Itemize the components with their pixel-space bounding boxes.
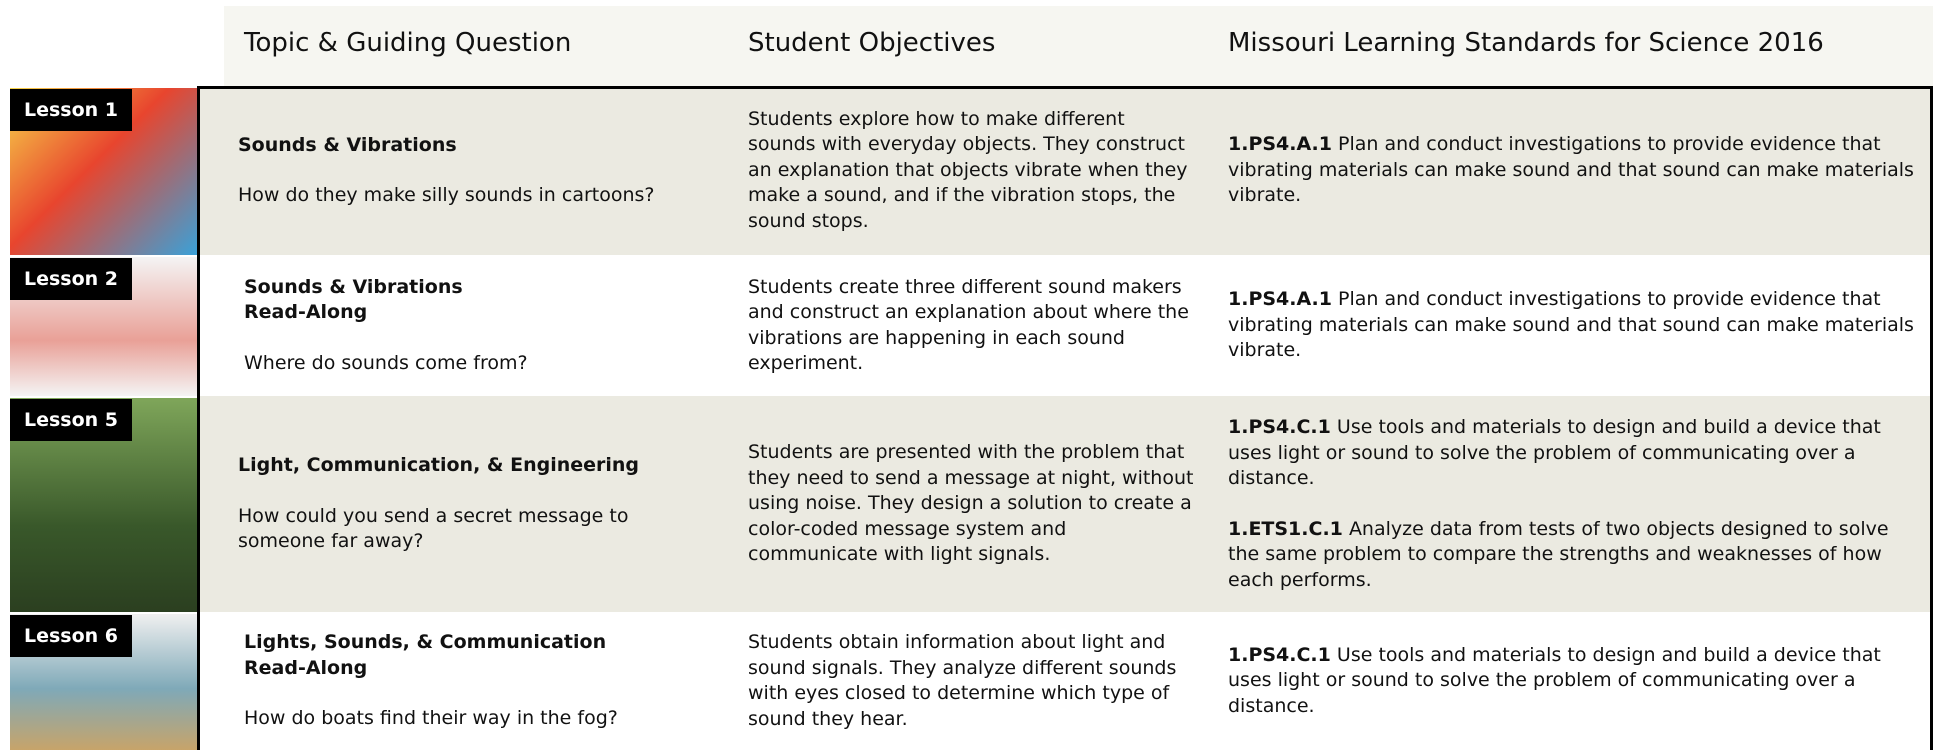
standard: 1.ETS1.C.1 Analyze data from tests of tw… <box>1228 517 1918 594</box>
guiding-question: How do they make silly sounds in cartoon… <box>238 184 655 206</box>
standard: 1.PS4.C.1 Use tools and materials to des… <box>1228 643 1918 720</box>
lesson-title: Sounds & Vibrations <box>238 133 457 156</box>
standard-text: Use tools and materials to design and bu… <box>1228 416 1881 489</box>
standard: 1.PS4.A.1 Plan and conduct investigation… <box>1228 132 1918 209</box>
objective: Students obtain information about light … <box>748 631 1177 730</box>
standard-code: 1.ETS1.C.1 <box>1228 517 1343 540</box>
topic-cell: Sounds & Vibrations Read-Along Where do so… <box>244 255 724 396</box>
objective: Students are presented with the problem … <box>748 441 1194 566</box>
topic-cell: Sounds & Vibrations How do they make sill… <box>238 86 718 255</box>
lesson-title: Light, Communication, & Engineering <box>238 454 640 477</box>
standard-text: Analyze data from tests of two objects d… <box>1228 517 1889 591</box>
standard-code: 1.PS4.A.1 <box>1228 288 1332 311</box>
row-bg <box>197 612 1933 750</box>
standard-code: 1.PS4.A.1 <box>1228 133 1332 156</box>
standard-text: Use tools and materials to design and bu… <box>1228 643 1881 717</box>
standard-code: 1.PS4.C.1 <box>1228 416 1331 438</box>
objective-cell: Students explore how to make different s… <box>748 86 1198 255</box>
column-header: Student Objectives <box>748 28 996 58</box>
column-header: Topic & Guiding Question <box>244 28 572 58</box>
standards-cell: 1.PS4.A.1 Plan and conduct investigation… <box>1228 255 1918 396</box>
lesson-title: Read-Along <box>244 656 368 679</box>
objective-cell: Students are presented with the problem … <box>748 396 1198 612</box>
objective-cell: Students create three different sound ma… <box>748 255 1198 396</box>
row-bg <box>197 396 1933 612</box>
guiding-question: How could you send a secret message to s… <box>238 504 629 553</box>
objective: Students explore how to make different s… <box>748 107 1188 232</box>
standard-text: Plan and conduct investigations to provi… <box>1228 133 1914 207</box>
guiding-question: Where do sounds come from? <box>244 351 528 374</box>
standard: 1.PS4.C.1 Use tools and materials to des… <box>1228 415 1918 492</box>
guiding-question: How do boats find their way in the fog? <box>244 707 618 730</box>
lesson-label: Lesson 5 <box>10 399 133 441</box>
objective-cell: Students obtain information about light … <box>748 612 1198 750</box>
lesson-title: Read-Along <box>244 301 368 324</box>
standards-cell: 1.PS4.A.1 Plan and conduct investigation… <box>1228 86 1918 255</box>
header-bg <box>224 6 1933 86</box>
standards-cell: 1.PS4.C.1 Use tools and materials to des… <box>1228 396 1918 612</box>
topic-cell: Light, Communication, & Engineering How c… <box>238 396 718 612</box>
objective: Students create three different sound ma… <box>748 275 1189 375</box>
row-bg <box>197 255 1933 396</box>
standards-cell: 1.PS4.C.1 Use tools and materials to des… <box>1228 612 1918 750</box>
topic-cell: Lights, Sounds, & Communication Read-Alon… <box>244 612 724 750</box>
standard-text: Plan and conduct investigations to provi… <box>1228 288 1914 362</box>
lesson-label: Lesson 6 <box>10 615 133 657</box>
row-bg <box>197 86 1933 255</box>
lesson-label: Lesson 2 <box>10 258 133 300</box>
standard-code: 1.PS4.C.1 <box>1228 643 1331 666</box>
column-header: Missouri Learning Standards for Science … <box>1228 28 1824 58</box>
standard: 1.PS4.A.1 Plan and conduct investigation… <box>1228 287 1918 364</box>
lesson-title: Sounds & Vibrations <box>244 275 463 298</box>
lesson-title: Lights, Sounds, & Communication <box>244 631 607 654</box>
lesson-label: Lesson 1 <box>10 89 133 131</box>
